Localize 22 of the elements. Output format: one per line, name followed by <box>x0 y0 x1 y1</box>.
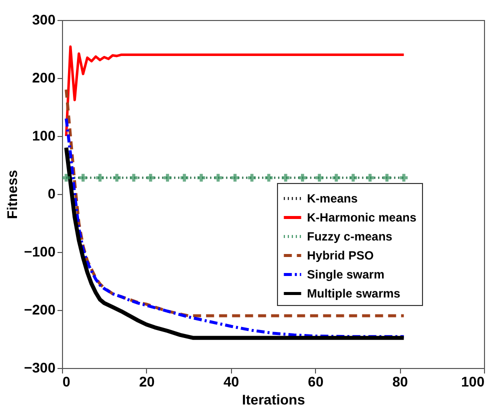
x-tick-label: 100 <box>461 374 485 390</box>
legend-label: K-means <box>307 192 358 206</box>
x-tick-label: 20 <box>139 374 155 390</box>
line-series <box>64 45 406 138</box>
y-tick-label: −100 <box>24 244 56 260</box>
x-tick-label: 80 <box>392 374 408 390</box>
y-tick-label: 300 <box>32 12 56 28</box>
legend-label: Multiple swarms <box>307 286 401 300</box>
legend-label: Single swarm <box>307 268 384 282</box>
y-axis-title: Fitness <box>4 170 20 220</box>
y-tick-label: −200 <box>24 302 56 318</box>
y-tick-label: 0 <box>48 186 56 202</box>
legend-label: K-Harmonic means <box>307 210 417 224</box>
x-tick-label: 40 <box>224 374 240 390</box>
x-axis-title: Iterations <box>242 392 306 406</box>
legend-label: Fuzzy c-means <box>307 230 393 244</box>
legend-label: Hybrid PSO <box>307 248 374 262</box>
x-tick-label: 60 <box>308 374 324 390</box>
y-tick-label: −300 <box>24 360 56 376</box>
y-tick-label: 200 <box>32 70 56 86</box>
y-tick-label: 100 <box>32 128 56 144</box>
x-tick-label: 0 <box>62 374 70 390</box>
